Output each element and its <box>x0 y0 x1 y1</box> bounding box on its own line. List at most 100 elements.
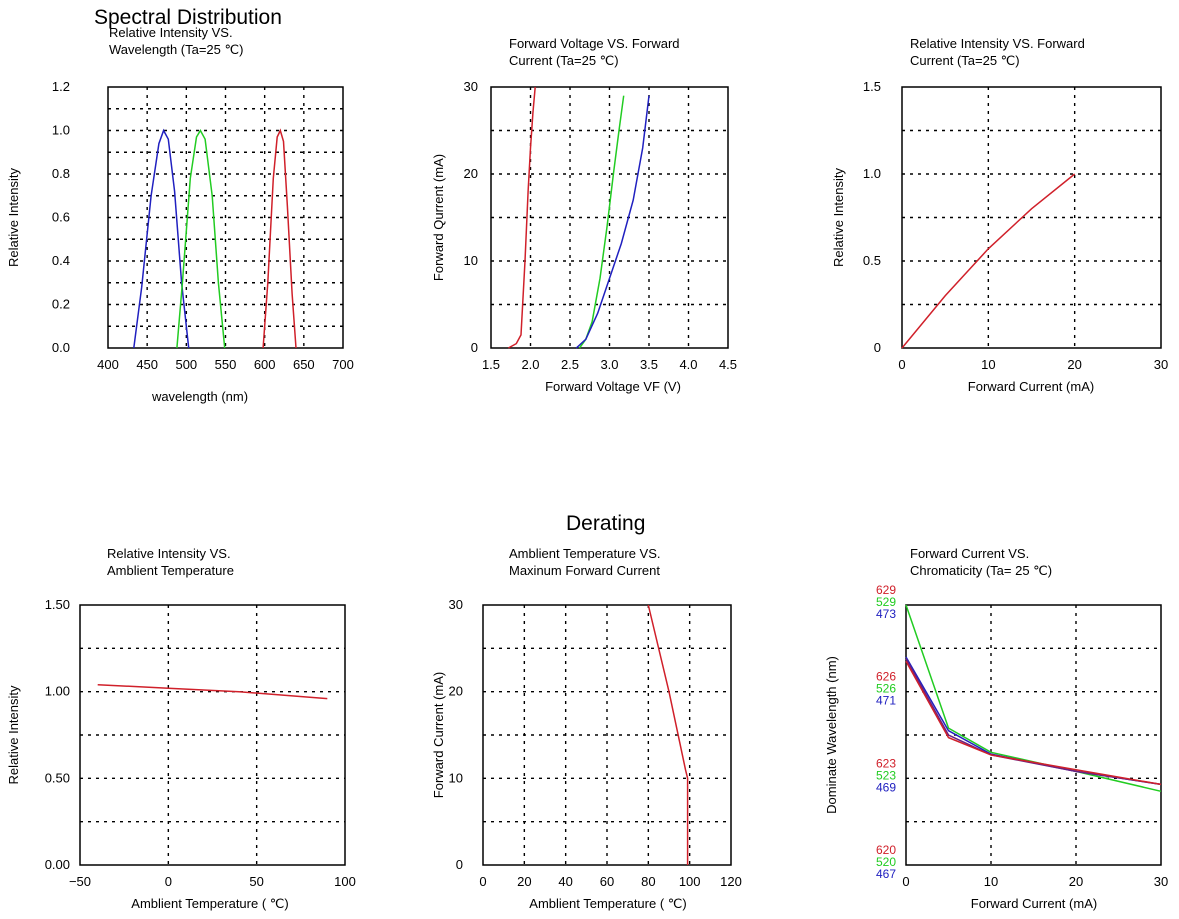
x-tick-label: 50 <box>249 874 263 889</box>
y-tick-label: 20 <box>464 166 478 181</box>
x-tick-label: 3.5 <box>640 357 658 372</box>
x-tick-label: 4.0 <box>679 357 697 372</box>
x-axis-label: Forward Current (mA) <box>971 896 1097 911</box>
plot-frame <box>482 604 732 866</box>
plot-frame <box>107 86 344 349</box>
series-line-blue <box>575 95 650 349</box>
x-tick-label: 2.5 <box>561 357 579 372</box>
x-tick-label: 80 <box>641 874 655 889</box>
y-tick-label-red: 626 <box>876 670 896 684</box>
chart-title-line-1: Forward Current VS. <box>910 546 1030 561</box>
series-line-red <box>508 86 536 349</box>
x-tick-label: 30 <box>1154 357 1168 372</box>
x-tick-label: 3.0 <box>600 357 618 372</box>
y-tick-label-green: 529 <box>876 595 896 609</box>
x-tick-label: 100 <box>679 874 701 889</box>
y-tick-label-red: 629 <box>876 583 896 597</box>
x-tick-label: 450 <box>136 357 158 372</box>
y-tick-label-blue: 471 <box>876 694 896 708</box>
x-tick-label: 700 <box>332 357 354 372</box>
chart-title-line-2: Maxinum Forward Current <box>509 563 660 578</box>
y-tick-label: 0.8 <box>52 166 70 181</box>
y-tick-label: 1.00 <box>45 684 70 699</box>
y-tick-label: 0.5 <box>863 253 881 268</box>
x-tick-label: 40 <box>558 874 572 889</box>
chart-panel-intensity-temperature: Relative Intensity VS. Amblient Temperat… <box>0 430 393 919</box>
chart-panel-intensity-current: Relative Intensity VS. Forward Current (… <box>786 0 1179 430</box>
y-tick-label-blue: 467 <box>876 867 896 881</box>
chart-intensity-temperature-svg: −50 0 50 100 0.00 0.50 1.00 1.50 Amblient Temper… <box>6 597 356 911</box>
x-tick-label: 500 <box>175 357 197 372</box>
x-tick-label: 60 <box>600 874 614 889</box>
y-tick-label: 30 <box>449 597 463 612</box>
y-tick-label: 0.2 <box>52 297 70 312</box>
y-tick-label: 0.0 <box>52 340 70 355</box>
y-tick-label-red: 623 <box>876 756 896 770</box>
series-line-blue <box>905 656 1162 786</box>
chart-title-line-2: Current (Ta=25 ℃) <box>910 53 1020 68</box>
y-tick-label: 1.2 <box>52 79 70 94</box>
series-line-red <box>905 660 1162 786</box>
y-tick-label-red: 620 <box>876 843 896 857</box>
y-tick-label-green: 526 <box>876 682 896 696</box>
plot-frame <box>490 86 729 349</box>
x-axis-label: Amblient Temperature ( ℃) <box>131 896 288 911</box>
chart-intensity-current-svg: 0 10 20 30 0 0.5 1.0 1.5 Forward Current (mA) Rel… <box>831 79 1168 394</box>
y-tick-label: 10 <box>464 253 478 268</box>
x-axis-label: Forward Voltage VF (V) <box>545 379 681 394</box>
chart-title-line-1: Amblient Temperature VS. <box>509 546 661 561</box>
chart-spectral-svg: 400 450 500 550 600 650 700 0.0 0.2 0.4 0.6 0.8 1.0 1… <box>6 79 354 404</box>
x-tick-label: 2.0 <box>521 357 539 372</box>
chart-title-line-1: Relative Intensity VS. <box>107 546 231 561</box>
x-tick-label: 0 <box>165 874 172 889</box>
y-axis-label: Relative Intensity <box>6 168 21 267</box>
plot-frame <box>905 604 1162 866</box>
y-tick-label: 1.0 <box>863 166 881 181</box>
y-tick-label: 10 <box>449 770 463 785</box>
x-tick-label: 10 <box>984 874 998 889</box>
y-tick-label: 1.0 <box>52 123 70 138</box>
x-tick-label: 400 <box>97 357 119 372</box>
y-axis-label: Forward Qurrent (mA) <box>431 154 446 281</box>
x-axis-label: Forward Current (mA) <box>968 379 1094 394</box>
y-tick-label: 20 <box>449 684 463 699</box>
x-tick-label: 550 <box>215 357 237 372</box>
y-tick-label: 0.00 <box>45 857 70 872</box>
y-tick-label: 1.50 <box>45 597 70 612</box>
x-tick-label: 0 <box>902 874 909 889</box>
x-tick-label: 120 <box>720 874 742 889</box>
plot-frame <box>901 86 1162 349</box>
chart-forward-voltage-svg: 1.5 2.0 2.5 3.0 3.5 4.0 4.5 0 10 20 30 Forward Volt… <box>431 79 737 394</box>
x-tick-label: 4.5 <box>719 357 737 372</box>
y-tick-label: 0.4 <box>52 253 70 268</box>
y-tick-label-green: 520 <box>876 855 896 869</box>
y-tick-label: 0.6 <box>52 210 70 225</box>
series-line-red <box>97 683 328 700</box>
section-title-spectral: Spectral Distribution <box>94 6 282 29</box>
x-tick-label: 20 <box>517 874 531 889</box>
series-line-red <box>647 604 689 865</box>
y-tick-label: 0 <box>471 340 478 355</box>
x-tick-label: 0 <box>479 874 486 889</box>
y-axis-label: Dominate Wavelength (nm) <box>824 656 839 814</box>
series-line-blue <box>133 128 190 349</box>
series-line-red <box>901 173 1076 349</box>
x-axis-label: wavelength (nm) <box>151 389 248 404</box>
y-tick-label-blue: 473 <box>876 607 896 621</box>
x-tick-label: 0 <box>898 357 905 372</box>
y-tick-label: 0 <box>456 857 463 872</box>
section-title-derating: Derating <box>566 512 646 535</box>
y-tick-label: 0.50 <box>45 770 70 785</box>
y-axis-label: Relative Intensity <box>831 168 846 267</box>
chart-panel-chromaticity: Forward Current VS. Chromaticity (Ta= 25… <box>786 430 1179 919</box>
series-line-purple <box>905 658 1162 786</box>
plot-frame <box>79 604 346 866</box>
x-tick-label: 1.5 <box>482 357 500 372</box>
x-tick-label: 10 <box>981 357 995 372</box>
chart-title-line-2: Amblient Temperature <box>107 563 234 578</box>
x-tick-label: 30 <box>1154 874 1168 889</box>
y-axis-label: Relative Intensity <box>6 685 21 784</box>
y-tick-label: 30 <box>464 79 478 94</box>
chart-panel-forward-voltage: Forward Voltage VS. Forward Current (Ta=… <box>393 0 786 430</box>
y-axis-label: Forward Current (mA) <box>431 672 446 798</box>
